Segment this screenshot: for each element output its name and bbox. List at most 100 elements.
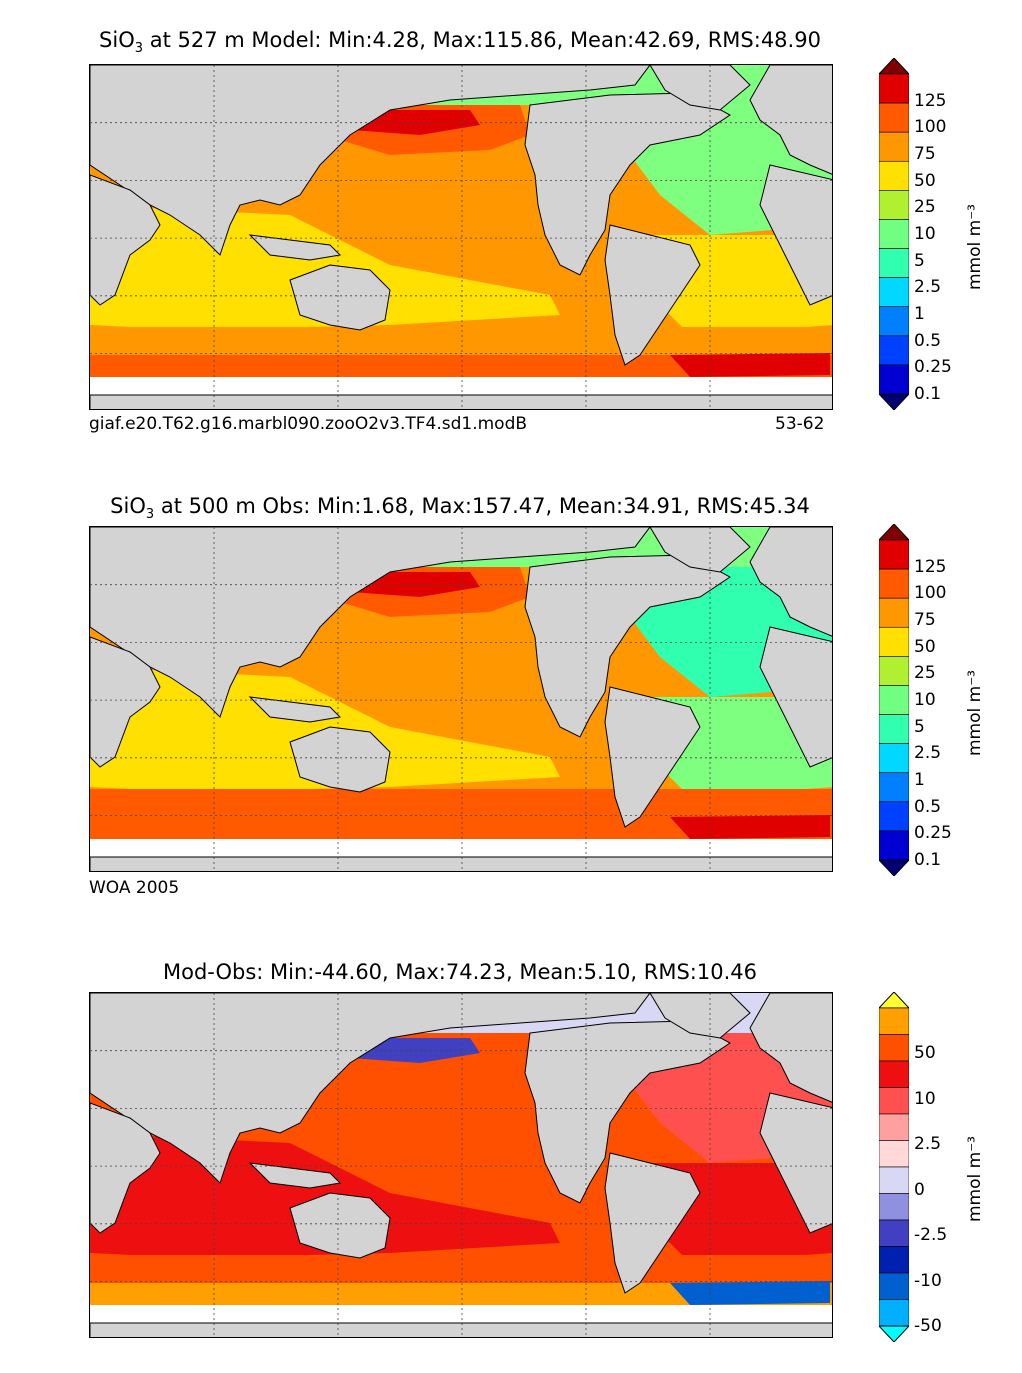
europe-asia-east-land bbox=[749, 993, 832, 1103]
run-caption: giaf.e20.T62.g16.marbl090.zooO2v3.TF4.sd… bbox=[89, 414, 528, 434]
colorbar-min-extension bbox=[879, 1325, 909, 1342]
colorbar-tick-label: 50 bbox=[914, 636, 936, 657]
panel-obs: SiO3 at 500 m Obs: Min:1.68, Max:157.47,… bbox=[0, 466, 1022, 906]
colorbar-tick-label: 25 bbox=[914, 663, 936, 684]
sea-ice-mask bbox=[90, 377, 832, 395]
europe-asia-land bbox=[90, 527, 651, 718]
colorbar-segment bbox=[879, 1272, 909, 1300]
colorbar-tick-label: 1 bbox=[914, 304, 925, 324]
colorbar-segment bbox=[879, 1007, 909, 1035]
colorbar-tick-label: 0.1 bbox=[914, 384, 942, 404]
colorbar-tick-label: 0 bbox=[914, 1179, 925, 1200]
colorbar-max-extension bbox=[879, 524, 909, 541]
africa-east-land bbox=[759, 1092, 832, 1234]
colorbar-max-extension bbox=[879, 992, 909, 1009]
europe-asia-east-land bbox=[749, 65, 832, 175]
australia-land bbox=[289, 264, 391, 331]
panel-title: SiO3 at 527 m Model: Min:4.28, Max:115.8… bbox=[99, 28, 821, 57]
colorbar-segment bbox=[879, 830, 909, 861]
africa-land bbox=[90, 636, 161, 768]
colorbar-segment bbox=[879, 626, 909, 657]
colorbar-segment bbox=[879, 539, 909, 570]
colorbar-tick-label: 1 bbox=[914, 770, 925, 790]
colorbar-segment bbox=[879, 102, 909, 133]
colorbar-segment bbox=[879, 1219, 909, 1247]
colorbar-tick-label: -10 bbox=[914, 1270, 942, 1291]
colorbar-tick-label: 0.25 bbox=[914, 357, 952, 378]
colorbar-tick-label: 0.5 bbox=[914, 796, 942, 817]
colorbar-segment bbox=[879, 1087, 909, 1115]
antarctica-land bbox=[90, 856, 832, 871]
colorbar-segment bbox=[879, 277, 909, 308]
colorbar-unit: mmol m⁻³ bbox=[965, 1136, 985, 1222]
europe-asia-land bbox=[90, 65, 651, 256]
southern-core-field bbox=[90, 817, 832, 839]
south-america-land bbox=[604, 686, 701, 828]
colorbar-tick-label: 0.1 bbox=[914, 850, 942, 870]
colorbar-segment bbox=[879, 219, 909, 249]
colorbar-min-extension bbox=[879, 393, 909, 410]
colorbar-segment bbox=[879, 1166, 909, 1194]
colorbar-segment bbox=[879, 248, 909, 278]
colorbar-segment bbox=[879, 772, 909, 803]
colorbar bbox=[879, 58, 909, 410]
colorbar-unit: mmol m⁻³ bbox=[965, 204, 985, 290]
southern-ocean-core bbox=[670, 815, 830, 839]
colorbar-segment bbox=[879, 73, 909, 104]
colorbar-segment bbox=[879, 364, 909, 395]
panel-diff: Mod-Obs: Min:-44.60, Max:74.23, Mean:5.1… bbox=[0, 932, 1022, 1372]
colorbar-segment bbox=[879, 597, 909, 628]
colorbar-tick-label: 25 bbox=[914, 197, 936, 218]
colorbar-segment bbox=[879, 160, 909, 191]
colorbar-segment bbox=[879, 1034, 909, 1062]
greenland-land bbox=[649, 527, 751, 573]
europe-asia-land bbox=[90, 993, 651, 1184]
indonesia-land bbox=[248, 696, 342, 723]
colorbar-tick-label: 10 bbox=[914, 1088, 936, 1109]
antarctica-land bbox=[90, 394, 832, 409]
africa-east-land bbox=[759, 164, 832, 306]
colorbar-segment bbox=[879, 714, 909, 744]
south-america-land bbox=[604, 224, 701, 366]
antarctica-land bbox=[90, 1322, 832, 1337]
colorbar-segment bbox=[879, 685, 909, 715]
sea-ice-mask bbox=[90, 839, 832, 857]
australia-land bbox=[289, 726, 391, 793]
sea-ice-mask bbox=[90, 1305, 832, 1323]
colorbar-tick-label: 100 bbox=[914, 117, 947, 138]
southern-ocean-core bbox=[670, 1281, 830, 1305]
colorbar-tick-label: 2.5 bbox=[914, 743, 942, 764]
colorbar-tick-label: -50 bbox=[914, 1316, 942, 1336]
colorbar-tick-label: 2.5 bbox=[914, 1134, 942, 1155]
colorbar-tick-label: 10 bbox=[914, 224, 936, 244]
colorbar-segment bbox=[879, 1113, 909, 1141]
colorbar-tick-label: 2.5 bbox=[914, 277, 942, 298]
colorbar-segment bbox=[879, 568, 909, 599]
panel-model: SiO3 at 527 m Model: Min:4.28, Max:115.8… bbox=[0, 0, 1022, 440]
colorbar-segment bbox=[879, 1140, 909, 1168]
colorbar-segment bbox=[879, 306, 909, 337]
colorbar-tick-label: 50 bbox=[914, 170, 936, 191]
colorbar bbox=[879, 524, 909, 876]
colorbar-tick-label: 100 bbox=[914, 583, 947, 604]
obs-caption: WOA 2005 bbox=[89, 878, 180, 898]
colorbar-tick-label: 0.5 bbox=[914, 330, 942, 351]
southern-ocean-core bbox=[670, 353, 830, 377]
colorbar-max-extension bbox=[879, 58, 909, 75]
greenland-land bbox=[649, 65, 751, 111]
africa-east-land bbox=[759, 626, 832, 768]
indonesia-land bbox=[248, 234, 342, 261]
south-america-land bbox=[604, 1152, 701, 1294]
colorbar-segment bbox=[879, 1299, 909, 1327]
colorbar-segment bbox=[879, 743, 909, 774]
colorbar-tick-label: 125 bbox=[914, 90, 947, 111]
colorbar-tick-label: -2.5 bbox=[914, 1225, 948, 1246]
panel-title: Mod-Obs: Min:-44.60, Max:74.23, Mean:5.1… bbox=[163, 960, 757, 984]
map-diff bbox=[89, 992, 833, 1338]
colorbar-segment bbox=[879, 131, 909, 162]
africa-land bbox=[90, 1102, 161, 1234]
colorbar-tick-label: 5 bbox=[914, 716, 925, 737]
greenland-land bbox=[649, 993, 751, 1039]
colorbar-tick-label: 5 bbox=[914, 250, 925, 271]
colorbar-segment bbox=[879, 190, 909, 220]
